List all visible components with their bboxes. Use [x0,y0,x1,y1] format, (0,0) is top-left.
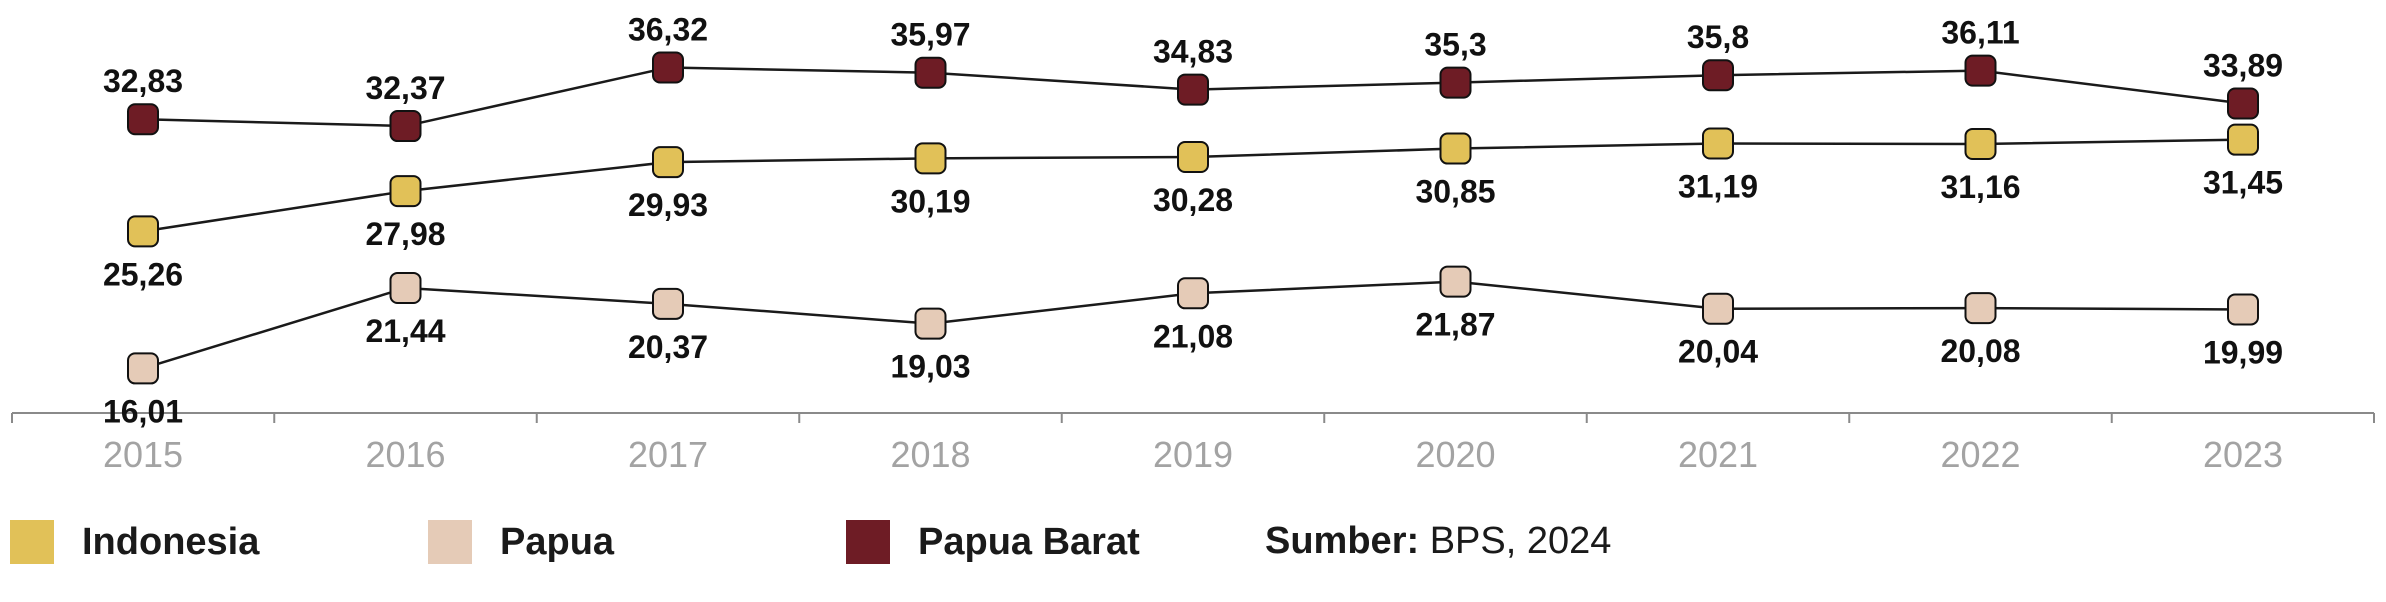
data-label: 32,83 [103,63,183,99]
data-point [1177,141,1209,173]
data-point [652,51,684,84]
data-label: 20,37 [628,329,708,365]
x-tick-label: 2017 [628,434,708,475]
data-label: 31,16 [1940,169,2020,205]
data-labels: 32,83 32,37 36,32 35,97 34,83 35,3 35,8 36,11 33… [103,12,2283,430]
data-point [1964,292,1997,325]
data-label: 19,03 [890,349,970,385]
data-label: 19,99 [2203,334,2283,370]
data-point [914,142,947,175]
legend-swatch-indonesia [10,520,54,564]
data-point [389,175,422,208]
data-label: 21,87 [1415,307,1495,343]
data-point [2227,293,2259,326]
data-label: 36,11 [1941,15,2019,51]
data-point [652,287,684,320]
x-tick-label: 2018 [890,434,970,475]
data-label: 21,08 [1153,318,1233,354]
data-point [2227,87,2259,120]
data-label: 29,93 [628,187,708,223]
data-point [127,103,159,136]
line-chart: 2015 2016 2017 2018 2019 2020 2021 2022 2023 32,… [11,12,2375,475]
legend-label-papua: Papua [500,520,615,563]
data-point [652,146,684,179]
x-tick-label: 2020 [1415,434,1495,475]
data-label: 35,3 [1424,27,1486,63]
data-label: 27,98 [365,216,445,252]
data-point [914,56,947,89]
data-point [389,110,422,143]
x-tick-label: 2023 [2203,434,2283,475]
data-label: 31,19 [1678,169,1758,205]
data-point [127,215,159,248]
legend-label-papua-barat: Papua Barat [918,520,1140,563]
data-label: 21,44 [365,313,445,349]
data-label: 35,97 [890,17,970,53]
x-tick-label: 2022 [1940,434,2020,475]
legend-label-indonesia: Indonesia [82,520,260,563]
data-label: 36,32 [628,12,708,48]
data-point [1439,132,1472,165]
source-text: BPS, 2024 [1419,520,1612,562]
legend-swatch-papua [428,520,472,564]
data-point [1439,66,1472,99]
series-markers [127,51,2259,385]
data-label: 31,45 [2203,165,2283,201]
data-point [1964,127,1997,160]
data-label: 25,26 [103,256,183,292]
data-label: 20,08 [1940,333,2020,369]
x-tick-label: 2016 [365,434,445,475]
data-label: 34,83 [1153,34,1233,70]
legend-swatch-papua-barat [846,520,890,564]
source-prefix: Sumber: [1265,520,1420,562]
data-point [1702,127,1734,160]
data-point [1439,265,1472,298]
legend-item-papua-barat: Papua Barat [846,518,1140,566]
data-point [127,352,159,385]
data-point [1702,292,1734,325]
data-point [1964,54,1997,87]
data-label: 30,19 [890,183,970,219]
x-tick-label: 2019 [1153,434,1233,475]
x-axis: 2015 2016 2017 2018 2019 2020 2021 2022 2023 [11,412,2375,475]
data-label: 35,8 [1687,19,1749,55]
data-point [1702,59,1734,92]
data-point [389,271,422,304]
data-label: 16,01 [103,393,183,429]
data-point [914,307,947,340]
x-tick-label: 2021 [1678,434,1758,475]
data-label: 30,28 [1153,182,1233,218]
legend-item-indonesia: Indonesia [10,518,259,566]
x-tick-label: 2015 [103,434,183,475]
data-label: 33,89 [2203,48,2283,84]
data-label: 30,85 [1415,174,1495,210]
legend-item-papua: Papua [428,518,614,566]
data-point [1177,277,1209,310]
data-label: 32,37 [365,70,445,106]
data-point [2227,123,2259,156]
data-point [1177,73,1209,106]
data-label: 20,04 [1678,334,1758,370]
source-note: Sumber: BPS, 2024 [1265,520,1611,563]
